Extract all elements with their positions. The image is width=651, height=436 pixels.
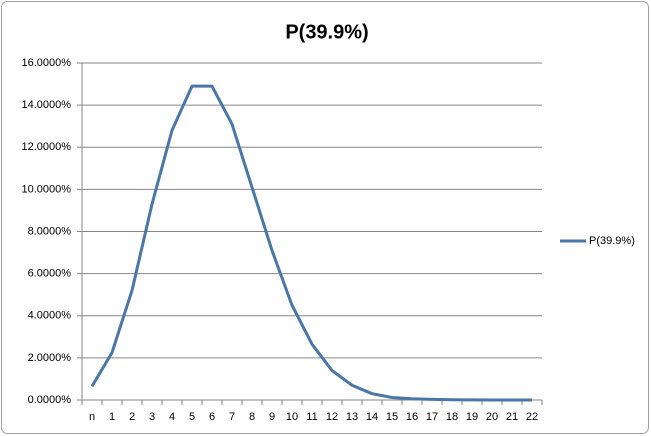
- x-tick-label: 16: [406, 411, 418, 423]
- x-tick-label: 11: [306, 411, 317, 423]
- x-tick-label: 15: [386, 411, 398, 423]
- x-tick-label: 8: [249, 411, 255, 423]
- y-tick-label: 4.0000%: [28, 310, 72, 322]
- y-tick-label: 6.0000%: [28, 268, 72, 280]
- y-tick-label: 12.0000%: [21, 141, 71, 153]
- y-tick-label: 0.0000%: [28, 394, 72, 406]
- x-tick-label: 20: [486, 411, 498, 423]
- x-tick-label: 1: [109, 411, 115, 423]
- y-tick-label: 10.0000%: [21, 183, 71, 195]
- x-tick-label: 10: [286, 411, 298, 423]
- x-tick-label: 19: [466, 411, 478, 423]
- series-line: [90, 84, 532, 402]
- x-tick-label: 18: [446, 411, 458, 423]
- x-tick-label: 12: [326, 411, 338, 423]
- chart-title: P(39.9%): [285, 21, 368, 43]
- legend-label: P(39.9%): [589, 235, 635, 247]
- x-tick-label: 6: [209, 411, 215, 423]
- y-tick-label: 16.0000%: [21, 57, 71, 69]
- x-tick-label: 5: [189, 411, 195, 423]
- x-tick-label: 7: [229, 411, 235, 423]
- x-tick-label: 2: [129, 411, 135, 423]
- x-tick-label: 4: [169, 411, 175, 423]
- y-tick-label: 2.0000%: [28, 352, 72, 364]
- x-tick-label: 3: [149, 411, 155, 423]
- x-tick-label: 21: [506, 411, 518, 423]
- x-tick-label: 9: [269, 411, 275, 423]
- x-tick-label: 17: [426, 411, 438, 423]
- y-tick-label: 8.0000%: [28, 225, 72, 237]
- x-tick-label: 22: [526, 411, 538, 423]
- x-tick-label: 13: [346, 411, 358, 423]
- x-tick-label: n: [89, 411, 95, 423]
- y-tick-label: 14.0000%: [21, 99, 71, 111]
- x-tick-label: 14: [366, 411, 378, 423]
